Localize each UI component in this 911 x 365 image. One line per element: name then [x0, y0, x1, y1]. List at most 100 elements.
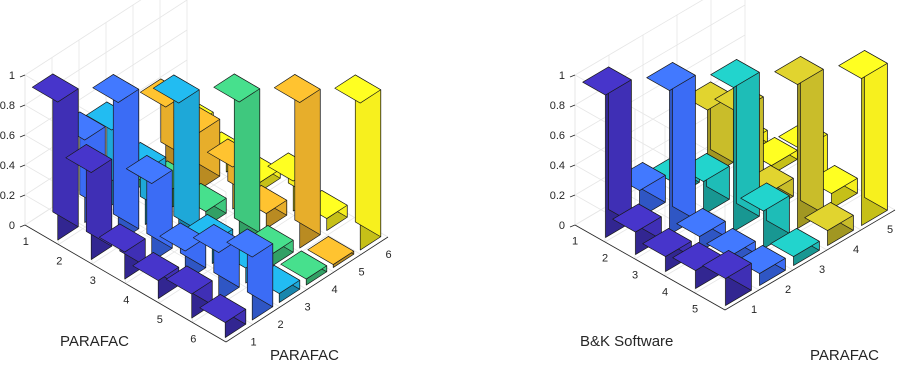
z-tick-mark — [19, 104, 26, 108]
z-tick-label: 0.2 — [0, 190, 15, 202]
bar-r6-c2 — [226, 228, 274, 321]
bar-r5-c3 — [770, 228, 820, 266]
row-axis-line — [574, 224, 726, 311]
bar-top — [152, 74, 200, 104]
row-tick-label: 6 — [190, 333, 196, 345]
z-tick-label: 0 — [559, 220, 565, 232]
z-tick-mark — [569, 194, 576, 198]
bar-r5-c4 — [246, 225, 294, 266]
row-axis-line — [24, 224, 227, 343]
bar-top — [804, 202, 854, 231]
z-tick-label: 0.2 — [550, 190, 565, 202]
bar-top — [710, 59, 760, 88]
bar-top — [612, 203, 662, 233]
bar-top — [702, 250, 752, 279]
z-tick-label: 0.6 — [0, 130, 15, 142]
row-tick-label: 4 — [662, 287, 668, 299]
bar-r2-c2 — [92, 74, 140, 243]
bar-top — [706, 228, 756, 257]
z-tick-label: 0.6 — [550, 130, 565, 142]
col-tick-label: 2 — [785, 284, 791, 296]
z-tick-mark — [19, 74, 26, 78]
x-axis-label: PARAFAC — [60, 333, 129, 350]
bar-top — [646, 62, 696, 91]
z-tick-label: 0.4 — [0, 160, 15, 172]
bar-r6-c6 — [334, 74, 382, 251]
z-tick-mark — [569, 104, 576, 108]
z-tick-mark — [569, 224, 576, 228]
row-tick-label: 5 — [692, 304, 698, 316]
bar-r5-c5 — [838, 50, 888, 226]
bar-top — [676, 208, 726, 237]
bars — [31, 73, 382, 338]
col-axis-line — [724, 209, 896, 311]
bar-r5-c1 — [165, 265, 213, 319]
bar-top — [213, 73, 261, 103]
row-tick-label: 3 — [90, 275, 96, 287]
bar-r3-c2 — [676, 208, 726, 252]
bar-top — [774, 56, 824, 85]
bar-top — [582, 66, 632, 96]
col-tick-label: 3 — [304, 301, 310, 313]
bar-r5-c5 — [273, 74, 321, 249]
bar-top — [226, 228, 274, 258]
bar-r2-c1 — [612, 203, 662, 255]
col-tick-label: 5 — [887, 224, 893, 236]
bar3d-chart-parafac-vs-parafac: 0 0.2 0.4 0.6 0.8 1 1 2 3 4 5 6 1 2 3 4 5 6 PARAFAC PARAFAC — [0, 0, 392, 364]
bar-top — [838, 50, 888, 79]
bars — [582, 50, 888, 306]
bar-top — [65, 144, 113, 173]
z-tick-label: 0.8 — [550, 100, 565, 112]
bar-r1-c1 — [31, 73, 79, 241]
z-tick-mark — [569, 134, 576, 138]
bar-r6-c4 — [280, 250, 328, 286]
bar-top — [280, 250, 328, 280]
bar-top — [273, 74, 321, 103]
col-tick-label: 6 — [385, 249, 391, 261]
x-axis-label: B&K Software — [580, 333, 673, 350]
z-tick-mark — [569, 164, 576, 168]
col-tick-label: 5 — [358, 266, 364, 278]
bar-r2-c3 — [680, 153, 730, 215]
bar-top — [165, 265, 213, 295]
col-tick-label: 4 — [853, 244, 859, 256]
bar-r5-c1 — [702, 250, 752, 306]
row-tick-label: 5 — [157, 314, 163, 326]
row-tick-label: 1 — [23, 236, 29, 248]
bar-top — [98, 223, 146, 253]
col-tick-label: 3 — [819, 264, 825, 276]
bar-r3-c2 — [125, 155, 173, 262]
y-axis-label: PARAFAC — [270, 347, 339, 364]
bar3d-chart-bk-software-vs-parafac: 0 0.2 0.4 0.6 0.8 1 1 2 3 4 5 1 2 3 4 5 B&K Software PARA… — [550, 0, 896, 364]
row-tick-label: 2 — [602, 253, 608, 265]
z-tick-label: 1 — [9, 70, 15, 82]
row-tick-label: 2 — [56, 255, 62, 267]
bar-top — [31, 73, 79, 103]
z-tick-label: 1 — [559, 70, 565, 82]
bar-r4-c4 — [774, 56, 824, 229]
bar-r4-c3 — [740, 182, 790, 249]
z-tick-label: 0.4 — [550, 160, 565, 172]
z-tick-label: 0.8 — [0, 100, 15, 112]
bar-top — [125, 155, 173, 184]
bar-r1-c1 — [582, 66, 632, 238]
row-tick-label: 1 — [572, 236, 578, 248]
z-tick-mark — [19, 224, 26, 228]
z-tick-mark — [569, 74, 576, 78]
row-tick-label: 3 — [632, 270, 638, 282]
bar-top — [92, 74, 140, 103]
col-tick-label: 1 — [250, 336, 256, 348]
bar-r4-c4 — [213, 73, 261, 247]
bar-top — [334, 74, 382, 104]
bar-r2-c1 — [65, 144, 113, 260]
bar-r5-c4 — [804, 202, 854, 246]
bar-top — [740, 182, 790, 212]
bar-r6-c5 — [307, 236, 355, 268]
z-tick-mark — [19, 164, 26, 168]
row-tick-label: 4 — [123, 294, 129, 306]
bar-top — [307, 236, 355, 265]
col-tick-label: 1 — [751, 304, 757, 316]
col-tick-label: 4 — [331, 284, 337, 296]
z-tick-mark — [19, 134, 26, 138]
